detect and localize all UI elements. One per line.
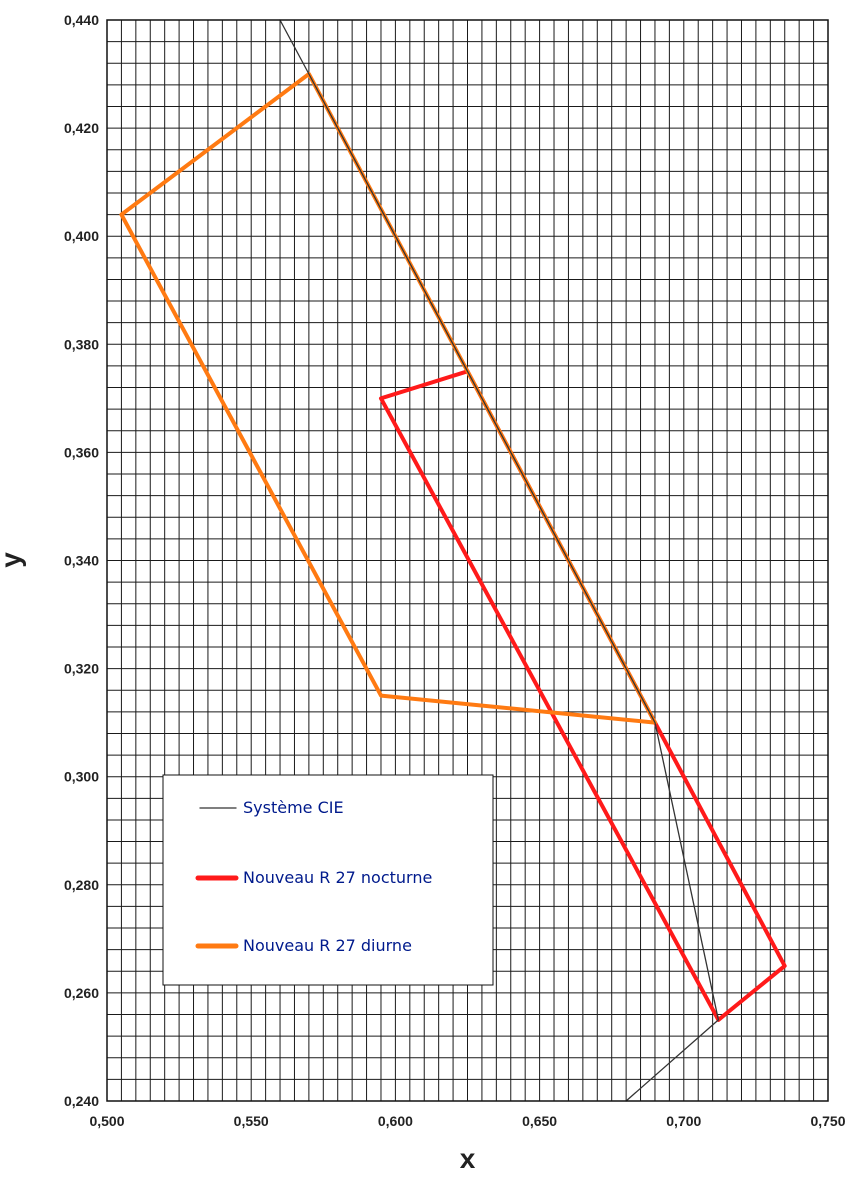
y-tick-label: 0,300 [64, 769, 99, 785]
plot-frame [106, 19, 829, 1102]
x-tick-label: 0,700 [666, 1113, 701, 1129]
y-tick-label: 0,360 [64, 444, 99, 460]
y-tick-label: 0,240 [64, 1093, 99, 1109]
y-axis-title: y [0, 552, 26, 568]
series-nocturne [379, 369, 787, 1022]
y-tick-label: 0,320 [64, 661, 99, 677]
x-tick-label: 0,650 [522, 1113, 557, 1129]
series-layer [119, 19, 787, 1102]
series-cie [279, 19, 720, 1102]
y-tick-label: 0,340 [64, 553, 99, 569]
y-tick-label: 0,400 [64, 228, 99, 244]
legend-label-nocturne: Nouveau R 27 nocturne [243, 868, 432, 887]
y-tick-label: 0,280 [64, 877, 99, 893]
y-tick-label: 0,260 [64, 985, 99, 1001]
y-tick-label: 0,420 [64, 120, 99, 136]
y-tick-labels: 0,240 0,260 0,280 0,300 0,320 0,340 0,360 0,380… [64, 12, 99, 1109]
legend: Système CIE Nouveau R 27 nocturne Nouvea… [162, 774, 494, 986]
legend-label-cie: Système CIE [243, 798, 344, 817]
legend-label-diurne: Nouveau R 27 diurne [243, 936, 412, 955]
x-tick-labels: 0,500 0,550 0,600 0,650 0,700 0,750 [89, 1113, 845, 1129]
x-tick-label: 0,750 [810, 1113, 845, 1129]
x-tick-label: 0,550 [234, 1113, 269, 1129]
x-tick-label: 0,500 [89, 1113, 124, 1129]
x-axis-title: x [460, 1143, 476, 1174]
y-tick-label: 0,440 [64, 12, 99, 28]
x-tick-label: 0,600 [378, 1113, 413, 1129]
y-tick-label: 0,380 [64, 336, 99, 352]
